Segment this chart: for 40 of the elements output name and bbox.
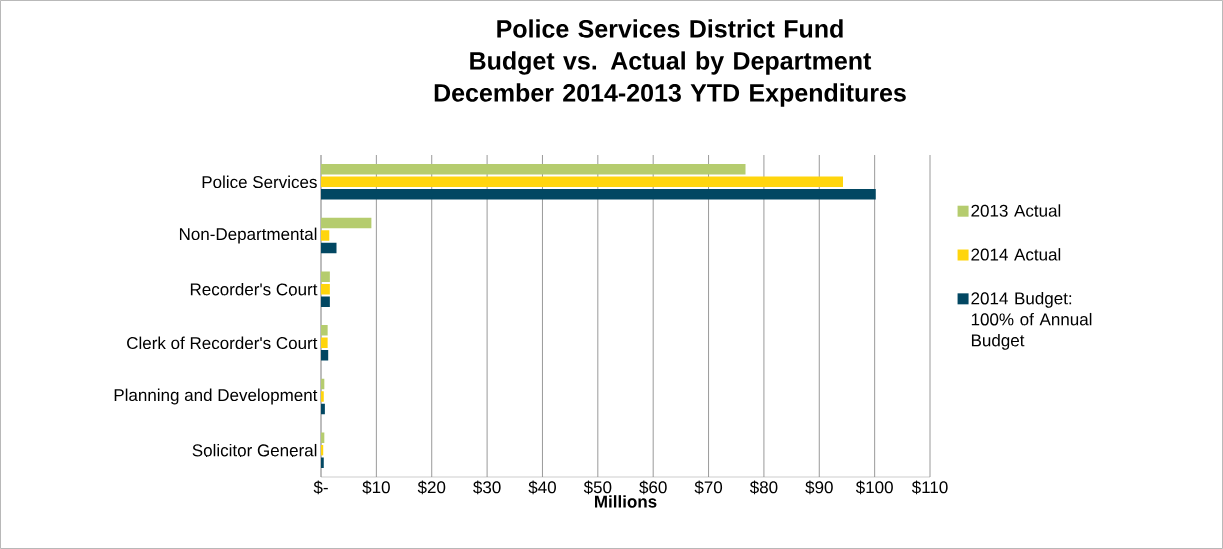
chart-title: Police Services District Fund: [497, 19, 843, 38]
y-tick-label: Planning and Development: [114, 388, 318, 405]
x-tick-label: $-: [313, 480, 328, 495]
bar: [321, 217, 372, 229]
x-tick-label: $10: [362, 480, 390, 495]
legend-label: 2014 Actual: [971, 248, 1061, 261]
legend-label: 2014 Budget: 100% of Annual Budget: [971, 291, 1092, 350]
bar: [321, 432, 325, 443]
bar: [321, 283, 330, 295]
chart-subtitle: Budget vs. Actual by Department December 2014-2013 YTD Expenditures: [434, 51, 906, 107]
bar: [321, 457, 324, 468]
x-tick-label: $90: [805, 480, 833, 495]
bar: [321, 350, 329, 361]
bar: [321, 391, 324, 402]
y-tick-label: Solicitor General: [192, 443, 317, 457]
x-tick-label: $110: [911, 480, 948, 495]
bar: [321, 176, 844, 188]
x-axis-title: Millions: [595, 495, 657, 508]
bar: [321, 296, 330, 307]
bar: [321, 189, 876, 200]
x-tick-label: $100: [855, 480, 893, 495]
x-tick-label: $40: [528, 480, 556, 495]
y-tick-label: Non-Departmental: [179, 227, 317, 244]
x-tick-label: $60: [639, 480, 667, 495]
x-tick-label: $30: [473, 480, 501, 495]
x-tick-label: $80: [749, 480, 778, 495]
y-tick-label: Clerk of Recorder's Court: [127, 336, 318, 350]
y-tick-label: Police Services: [202, 175, 317, 189]
bar: [321, 337, 328, 349]
bar: [321, 230, 330, 241]
x-tick-label: $20: [417, 480, 446, 495]
y-tick-label: Recorder's Court: [190, 282, 318, 296]
bar: [321, 271, 330, 282]
bar: [321, 403, 325, 415]
bar: [321, 164, 746, 175]
bar: [321, 242, 337, 254]
bar: [321, 325, 328, 336]
x-tick-label: $50: [583, 480, 612, 495]
legend-label: 2013 Actual: [971, 204, 1061, 217]
x-tick-label: $70: [694, 480, 723, 495]
